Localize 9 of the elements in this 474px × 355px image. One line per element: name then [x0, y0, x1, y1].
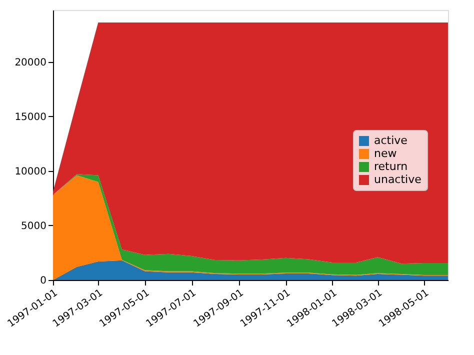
- legend-label: active: [374, 134, 408, 147]
- legend-label: unactive: [374, 173, 422, 186]
- y-tick-label: 10000: [14, 166, 46, 178]
- legend-label: new: [374, 147, 397, 160]
- y-tick-label: 20000: [14, 57, 46, 68]
- y-tick-label: 15000: [14, 112, 46, 123]
- legend-label: return: [374, 160, 408, 173]
- y-tick-label: 0: [40, 276, 46, 286]
- y-tick-label: 5000: [21, 220, 46, 232]
